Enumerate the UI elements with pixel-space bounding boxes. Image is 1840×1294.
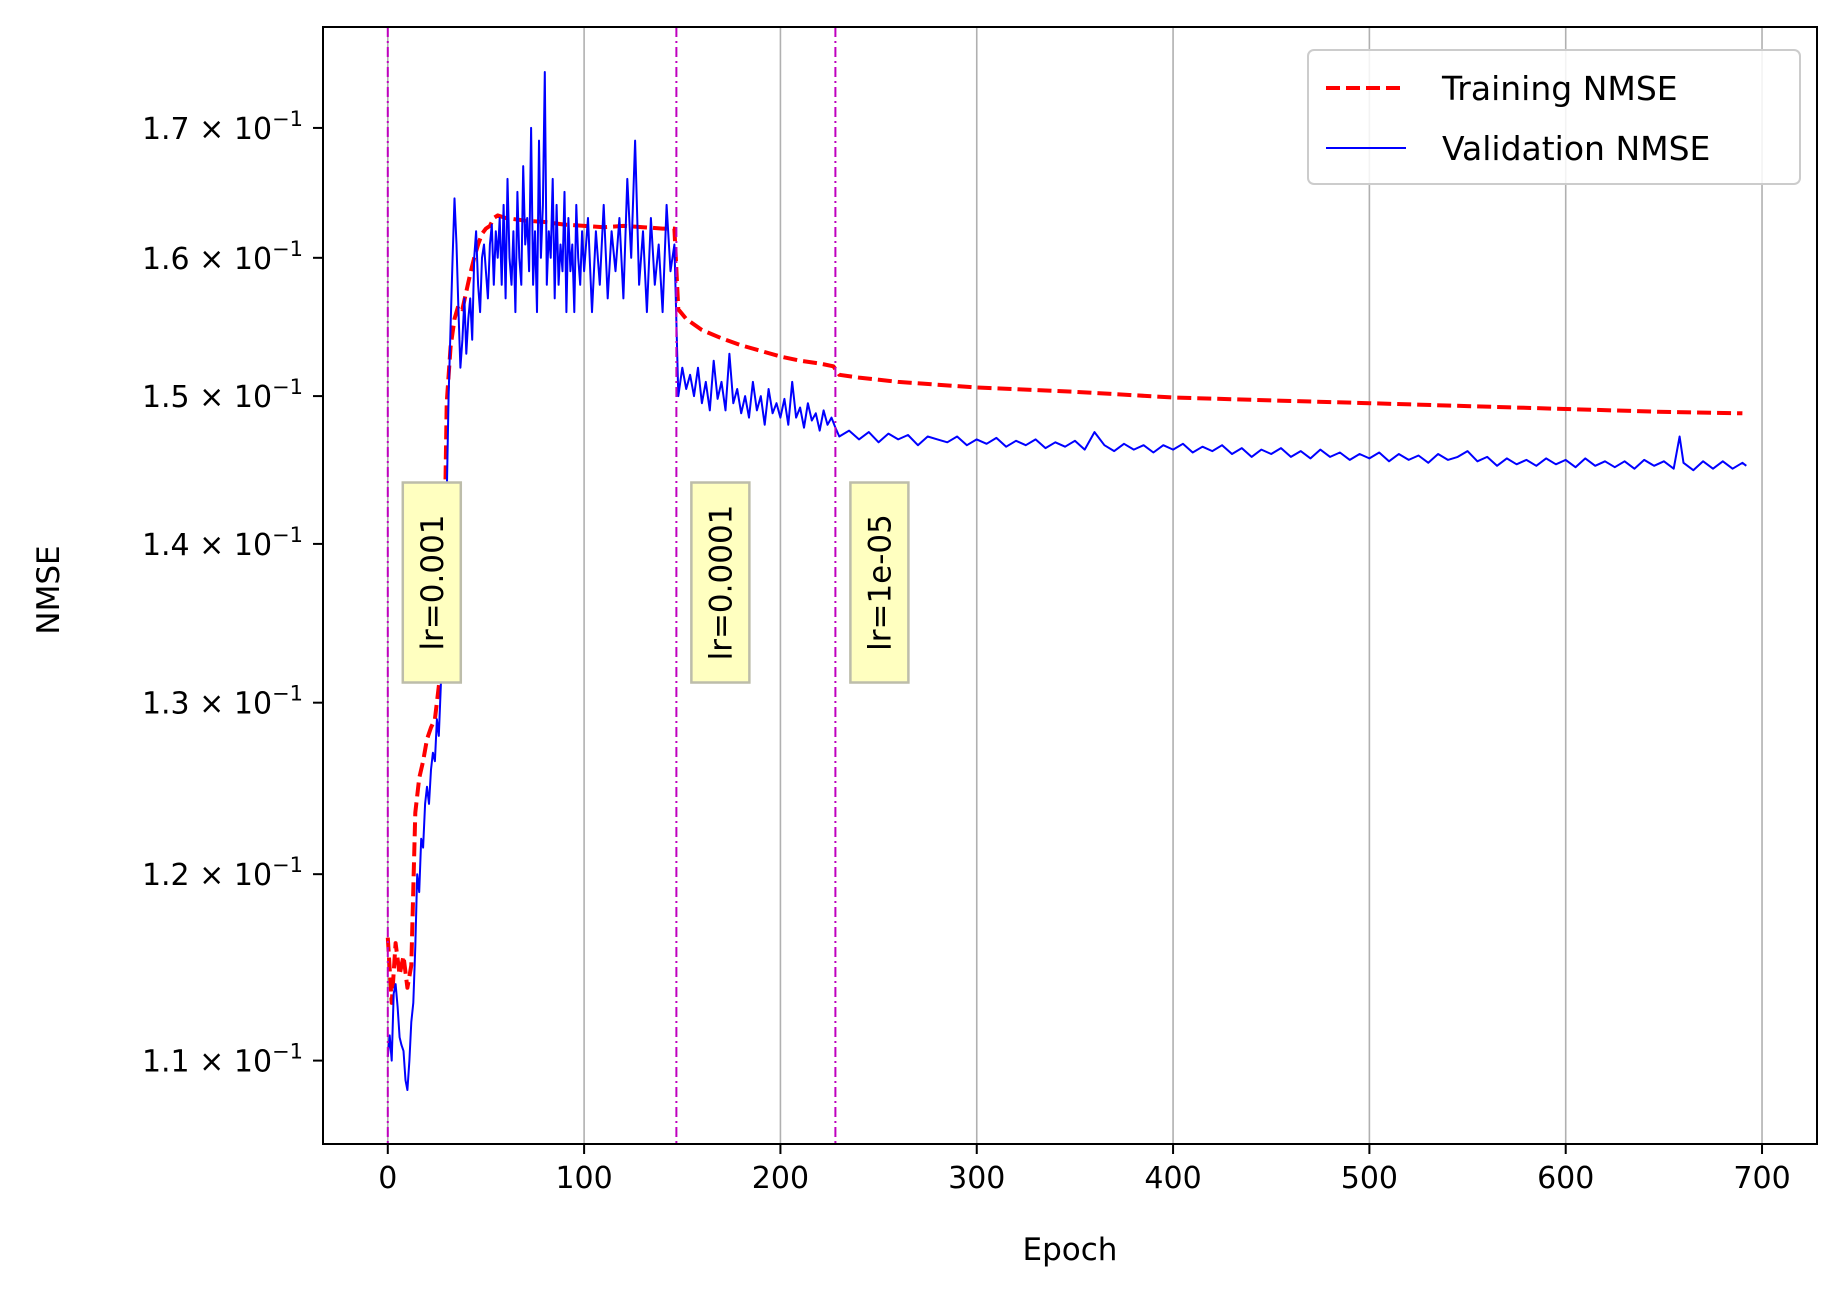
y-tick-label: 1.3 × 10−1 bbox=[142, 682, 303, 722]
series-line-validation bbox=[386, 71, 1747, 1091]
y-tick-label: 1.2 × 10−1 bbox=[142, 853, 303, 893]
lr-label: lr=0.0001 bbox=[703, 505, 739, 661]
y-tick-label: 1.7 × 10−1 bbox=[142, 107, 303, 147]
x-tick-label: 0 bbox=[378, 1161, 397, 1196]
lr-labels: lr=0.001 lr=0.0001 lr=1e-05 bbox=[401, 481, 910, 684]
legend-label: Training NMSE bbox=[1441, 69, 1678, 108]
plot-area bbox=[323, 27, 1817, 1144]
series-lines bbox=[385, 71, 1747, 1091]
x-tick-label: 700 bbox=[1733, 1161, 1790, 1196]
lr-label-box bbox=[401, 481, 463, 684]
y-tick-label: 1.1 × 10−1 bbox=[142, 1040, 303, 1080]
y-tick-label: 1.6 × 10−1 bbox=[142, 237, 303, 277]
y-tick-label: 1.4 × 10−1 bbox=[142, 523, 303, 563]
x-tick-label: 200 bbox=[752, 1161, 809, 1196]
lr-label: lr=0.001 bbox=[415, 514, 451, 650]
plot-frame bbox=[322, 26, 1818, 1145]
x-axis-title: Epoch bbox=[1023, 1232, 1118, 1268]
lr-label: lr=1e-05 bbox=[862, 514, 898, 651]
x-tick-label: 600 bbox=[1537, 1161, 1594, 1196]
legend: Training NMSE Validation NMSE bbox=[1307, 49, 1801, 185]
x-tick-label: 400 bbox=[1144, 1161, 1201, 1196]
x-tick-label: 500 bbox=[1341, 1161, 1398, 1196]
legend-box bbox=[1307, 49, 1801, 185]
y-axis-title: NMSE bbox=[31, 545, 67, 634]
legend-label: Validation NMSE bbox=[1442, 129, 1710, 168]
x-tick-label: 300 bbox=[948, 1161, 1005, 1196]
x-tick-label: 100 bbox=[555, 1161, 612, 1196]
y-axis-ticks: 1.1 × 10−1 1.2 × 10−1 1.3 × 10−1 1.4 × 10−1… bbox=[142, 107, 323, 1080]
lr-change-lines bbox=[386, 27, 837, 1144]
lr-label-box bbox=[690, 481, 751, 684]
y-tick-label: 1.5 × 10−1 bbox=[142, 375, 303, 415]
lr-label-box bbox=[849, 481, 910, 684]
x-axis-ticks: 0 100 200 300 400 500 600 700 bbox=[378, 1144, 1791, 1196]
